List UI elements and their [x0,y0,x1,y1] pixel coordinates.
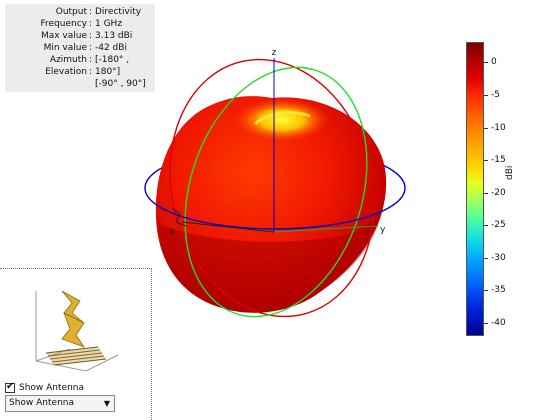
info-value: 3.13 dBi [95,31,133,41]
show-antenna-checkbox[interactable]: ✔ [5,380,15,393]
elevation-ring-green [184,66,368,318]
azimuth-ring-front [144,187,406,230]
x-axis-label: x [170,227,176,237]
colorbar-tick [484,290,488,292]
colorbar-title: dBi [505,165,515,180]
pattern-info-box: Output : Directivity Frequency : 1 GHz M… [5,4,155,92]
info-label: Output [55,7,87,17]
show-antenna-checkbox-row[interactable]: ✔ Show Antenna [5,381,84,394]
info-row-frequency: Frequency : 1 GHz [40,19,123,29]
info-label: Frequency [40,19,88,29]
lobe-peak-ridge [253,111,311,126]
colorbar-tick-label: -25 [491,220,506,231]
info-value: [-180° , [95,55,130,65]
info-value: 1 GHz [95,19,123,29]
colorbar-tick [484,94,488,96]
z-axis-label: z [272,48,277,58]
colorbar-tick-label: -10 [491,122,506,133]
colorbar [466,42,484,336]
info-row-min-value: Min value : -42 dBi [43,43,127,53]
info-row-continuation: [-90° , 90°] [5,78,155,90]
select-value: Show Antenna [9,398,74,408]
colorbar-tick-label: -30 [491,252,506,263]
colorbar-tick [484,225,488,227]
colorbar-tick-label: -35 [491,285,506,296]
chevron-down-icon: ▼ [103,399,110,408]
y-axis-line [273,225,379,233]
info-value: -42 dBi [95,43,127,53]
info-row-elevation: Elevation : 180°] [45,67,121,77]
origin-marker [171,207,187,227]
radiation-pattern-3d-view[interactable]: z x y [0,0,460,420]
info-label: Max value [40,31,87,41]
colorbar-tick-label: -20 [491,187,506,198]
elevation-ring-red [169,58,375,318]
info-value: [-90° , 90°] [95,79,146,89]
colorbar-tick-label: -15 [491,155,506,166]
info-value: Directivity [95,7,142,17]
lobe-peak-highlight [234,98,330,142]
info-row-max-value: Max value : 3.13 dBi [40,31,133,41]
antenna-preview-panel [0,268,152,420]
y-axis-label: y [380,225,386,235]
colorbar-tick-label: -5 [491,89,500,100]
colorbar-tick [484,127,488,129]
colorbar-tick-label: 0 [491,57,497,68]
info-label: Elevation [45,67,87,77]
antenna-display-select[interactable]: Show Antenna ▼ [5,395,115,412]
lobe-shadow [158,190,385,313]
antenna-icon [35,290,119,372]
info-row-output: Output : Directivity [55,7,142,17]
colorbar-tick [484,160,488,162]
x-axis-line [181,221,275,233]
checkmark-icon: ✔ [6,380,15,392]
info-row-azimuth: Azimuth : [-180° , [49,55,130,65]
colorbar-tick [484,192,488,194]
info-value: 180°] [95,67,121,77]
colorbar-tick [484,257,488,259]
info-label: Min value [43,43,87,53]
colorbar-tick-label: -40 [491,317,506,328]
colorbar-tick [484,322,488,324]
show-antenna-label[interactable]: Show Antenna [19,382,84,393]
colorbar-tick [484,62,488,64]
info-label: Azimuth [49,55,87,65]
